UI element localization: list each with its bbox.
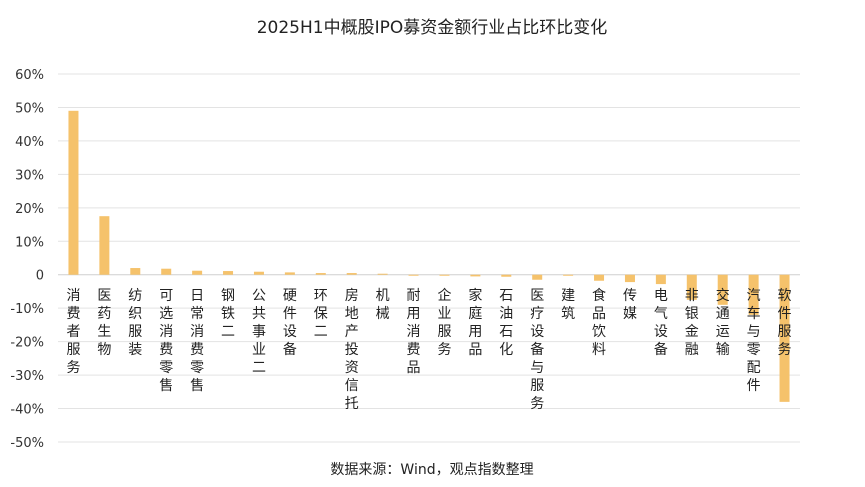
category-label: 医疗设备与服务 bbox=[530, 288, 544, 412]
category-label: 家庭用品 bbox=[468, 287, 482, 358]
bar bbox=[717, 274, 728, 305]
category-label: 机械 bbox=[376, 288, 390, 322]
category-label: 可选消费零售 bbox=[159, 288, 173, 394]
bar bbox=[161, 268, 172, 275]
chart-title: 2025H1中概股IPO募资金额行业占比环比变化 bbox=[257, 18, 608, 38]
category-label: 消费者服务 bbox=[66, 288, 80, 376]
category-label: 公共事业二 bbox=[252, 288, 266, 376]
y-tick-label: 10% bbox=[15, 235, 44, 250]
bar bbox=[655, 274, 666, 285]
y-tick-label: 20% bbox=[15, 202, 44, 217]
y-tick-label: -50% bbox=[10, 436, 44, 451]
y-tick-label: -20% bbox=[10, 336, 44, 351]
category-label: 交通运输 bbox=[716, 287, 730, 358]
y-tick-label: 30% bbox=[15, 168, 44, 183]
bar bbox=[779, 274, 790, 402]
category-label: 医药生物 bbox=[97, 288, 111, 358]
bar bbox=[284, 272, 295, 275]
chart-source-note: 数据来源：Wind，观点指数整理 bbox=[330, 462, 533, 478]
bar bbox=[253, 271, 264, 275]
bar bbox=[192, 270, 203, 275]
bar bbox=[594, 274, 605, 281]
bar bbox=[532, 274, 543, 280]
bar bbox=[748, 274, 759, 315]
bar bbox=[408, 274, 419, 276]
category-label: 软件服务 bbox=[778, 288, 792, 358]
gridlines bbox=[58, 73, 800, 443]
bars bbox=[68, 110, 790, 402]
bar bbox=[315, 273, 326, 275]
bar bbox=[223, 271, 234, 275]
bar bbox=[346, 273, 357, 275]
y-tick-label: -10% bbox=[10, 302, 44, 317]
category-label: 建筑 bbox=[561, 288, 575, 322]
category-label: 房地产投资信托 bbox=[345, 288, 359, 412]
category-label: 电气设备 bbox=[654, 288, 668, 358]
category-label: 企业服务 bbox=[437, 287, 451, 358]
category-label: 日常消费零售 bbox=[190, 288, 204, 394]
bar bbox=[686, 274, 697, 300]
bar bbox=[99, 216, 110, 275]
category-label: 耐用消费品 bbox=[407, 288, 421, 376]
y-tick-label: 60% bbox=[15, 68, 44, 83]
category-label: 硬件设备 bbox=[283, 288, 297, 358]
bar bbox=[439, 274, 450, 276]
y-tick-label: 40% bbox=[15, 135, 44, 150]
category-label: 钢铁二 bbox=[221, 288, 235, 340]
category-labels: 消费者服务 医药生物 纺织服装 可选消费零售 日常消费零售 钢铁二 公共事业二 硬件设备 环保二… bbox=[66, 287, 791, 412]
category-label: 纺织服装 bbox=[128, 288, 142, 358]
y-tick-label: 0 bbox=[36, 269, 44, 284]
bar bbox=[130, 268, 141, 275]
bar bbox=[563, 274, 574, 276]
bar bbox=[377, 273, 388, 275]
category-label: 非银金融 bbox=[685, 288, 699, 358]
bar bbox=[68, 110, 79, 275]
bar bbox=[470, 274, 481, 277]
category-label: 食品饮料 bbox=[592, 287, 606, 358]
y-tick-label: -30% bbox=[10, 369, 44, 384]
category-label: 汽车与零配件 bbox=[747, 288, 761, 394]
category-label: 环保二 bbox=[314, 288, 328, 340]
bar bbox=[501, 274, 512, 277]
y-tick-label: 50% bbox=[15, 101, 44, 116]
category-label: 传媒 bbox=[623, 288, 637, 322]
bar bbox=[624, 274, 635, 283]
category-label: 石油石化 bbox=[499, 288, 513, 358]
y-tick-label: -40% bbox=[10, 403, 44, 418]
y-axis-ticks: 60% 50% 40% 30% 20% 10% 0 -10% -20% -30% -40% -50% bbox=[10, 68, 44, 451]
